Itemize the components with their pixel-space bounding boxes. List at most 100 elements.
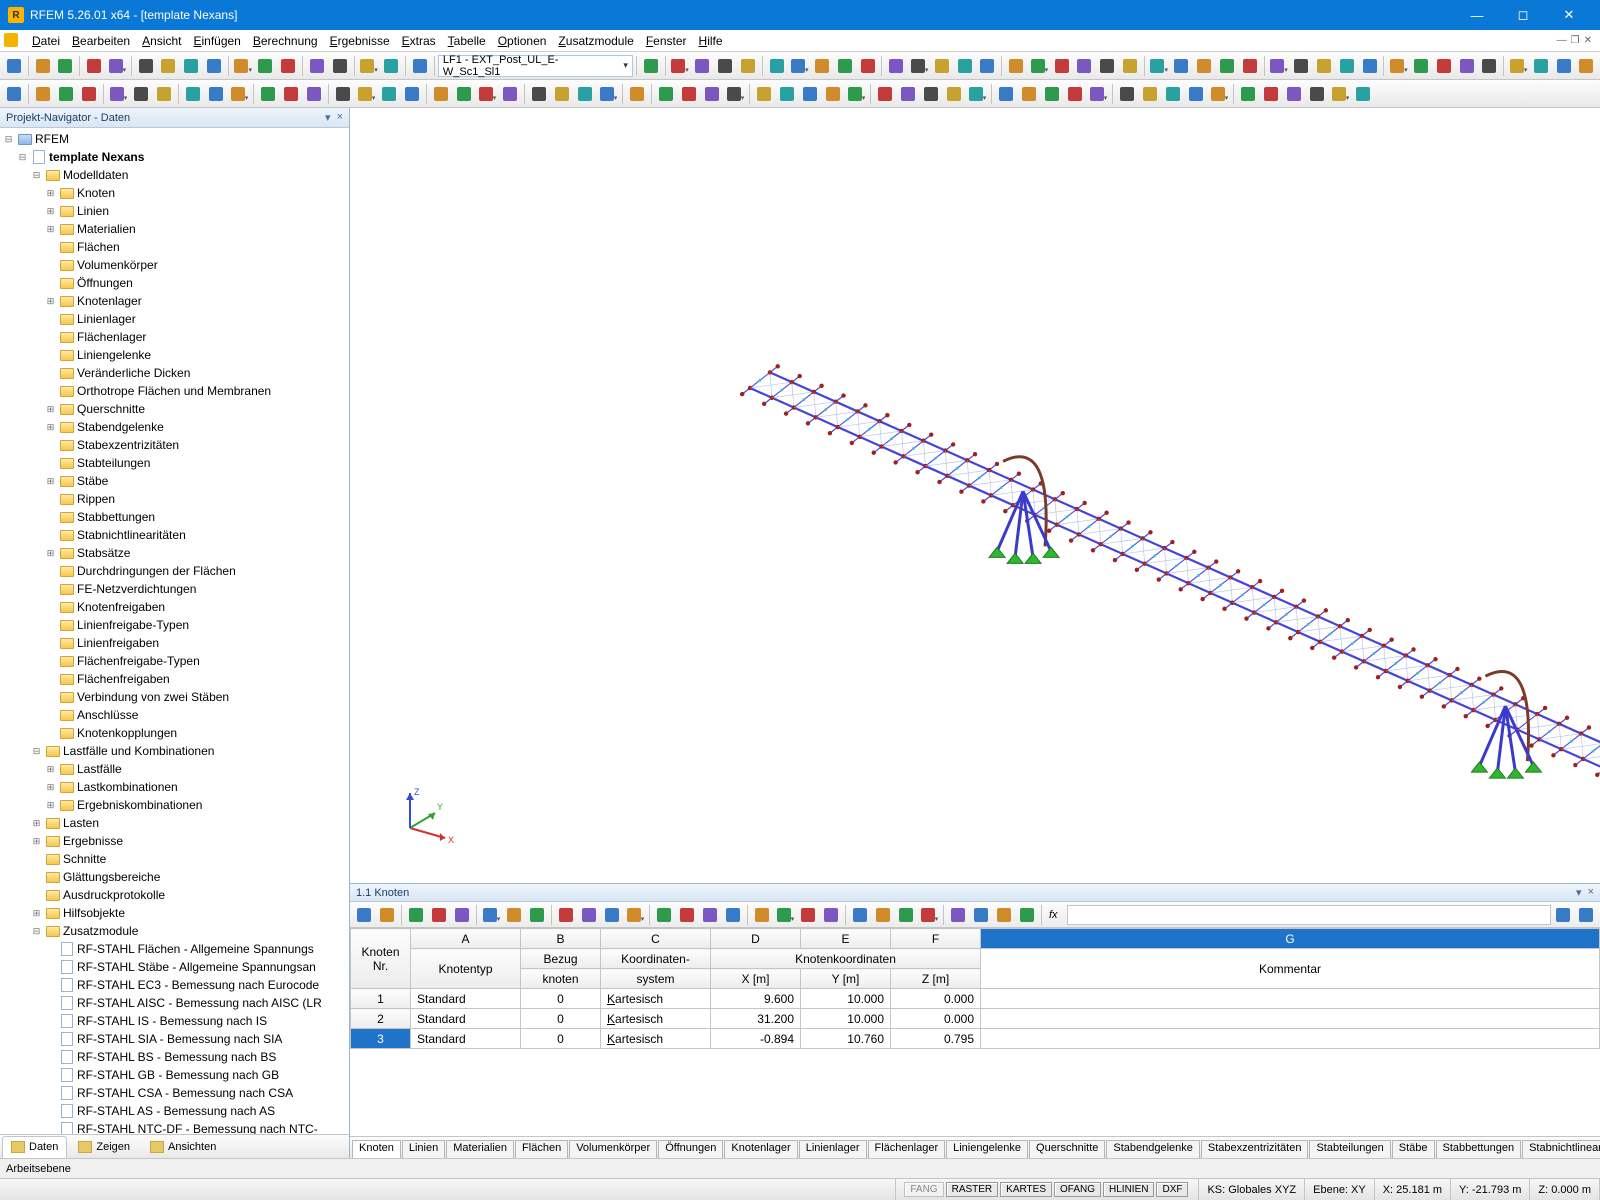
- tree-item[interactable]: RF-STAHL Stäbe - Allgemeine Spannungsan: [44, 958, 349, 976]
- toolbar-button[interactable]: [737, 55, 759, 77]
- toolbar-button[interactable]: [3, 83, 25, 105]
- table-toolbar-button[interactable]: [970, 904, 992, 926]
- toolbar-button[interactable]: [1185, 83, 1207, 105]
- toolbar-button[interactable]: [1553, 55, 1575, 77]
- toolbar-button[interactable]: [885, 55, 907, 77]
- menu-extras[interactable]: Extras: [396, 32, 442, 50]
- toolbar-button[interactable]: [753, 83, 775, 105]
- tree-item[interactable]: Linienfreigaben: [44, 634, 349, 652]
- toolbar-button[interactable]: ▾: [1087, 83, 1109, 105]
- toolbar-button[interactable]: [1041, 83, 1063, 105]
- toolbar-button[interactable]: [691, 55, 713, 77]
- table-toolbar-button[interactable]: [601, 904, 623, 926]
- toolbar-button[interactable]: [78, 83, 100, 105]
- table-toolbar-button[interactable]: [849, 904, 871, 926]
- toolbar-button[interactable]: [409, 55, 431, 77]
- tree-item[interactable]: ⊞Knoten: [44, 184, 349, 202]
- table-toolbar-button[interactable]: [699, 904, 721, 926]
- toolbar-button[interactable]: ▾: [107, 83, 129, 105]
- toolbar-button[interactable]: [1005, 55, 1027, 77]
- toolbar-button[interactable]: [55, 83, 77, 105]
- toolbar-button[interactable]: [811, 55, 833, 77]
- tree-item[interactable]: ⊞Knotenlager: [44, 292, 349, 310]
- table-toolbar-button[interactable]: [376, 904, 398, 926]
- pin-icon[interactable]: ▾: [1576, 886, 1582, 899]
- menu-datei[interactable]: Datei: [26, 32, 66, 50]
- toolbar-button[interactable]: [1410, 55, 1432, 77]
- toolbar-button[interactable]: [1193, 55, 1215, 77]
- tree-item[interactable]: ⊞Lastfälle: [44, 760, 349, 778]
- table-toolbar-button[interactable]: [947, 904, 969, 926]
- tree-item[interactable]: Linienlager: [44, 310, 349, 328]
- toolbar-button[interactable]: [995, 83, 1017, 105]
- toolbar-button[interactable]: ▾: [845, 83, 867, 105]
- toggle-hlinien[interactable]: HLINIEN: [1103, 1182, 1154, 1197]
- tree-item[interactable]: ⊞Hilfsobjekte: [30, 904, 349, 922]
- toolbar-button[interactable]: [1352, 83, 1374, 105]
- sheet-tab[interactable]: Knoten: [352, 1140, 401, 1158]
- table-toolbar-button[interactable]: ▾: [480, 904, 502, 926]
- tree-item[interactable]: RF-STAHL SIA - Bemessung nach SIA: [44, 1030, 349, 1048]
- toolbar-button[interactable]: [329, 55, 351, 77]
- toolbar-button[interactable]: [1171, 55, 1193, 77]
- child-restore-button[interactable]: ❐: [1571, 35, 1580, 46]
- menu-berechnung[interactable]: Berechnung: [247, 32, 324, 50]
- maximize-button[interactable]: ◻: [1500, 0, 1546, 30]
- table-toolbar-button[interactable]: [872, 904, 894, 926]
- toolbar-button[interactable]: [180, 55, 202, 77]
- toolbar-button[interactable]: [1116, 83, 1138, 105]
- toolbar-button[interactable]: [453, 83, 475, 105]
- toolbar-button[interactable]: [83, 55, 105, 77]
- toolbar-button[interactable]: [528, 83, 550, 105]
- toolbar-button[interactable]: ▾: [1507, 55, 1529, 77]
- table-row[interactable]: 2Standard0Kartesisch31.20010.0000.000: [351, 1009, 1600, 1029]
- toolbar-button[interactable]: [380, 55, 402, 77]
- toolbar-button[interactable]: ▾: [966, 83, 988, 105]
- menu-ansicht[interactable]: Ansicht: [136, 32, 187, 50]
- tree-item[interactable]: Knotenfreigaben: [44, 598, 349, 616]
- toolbar-button[interactable]: [626, 83, 648, 105]
- tree-item[interactable]: ⊞Stabsätze: [44, 544, 349, 562]
- tree-item[interactable]: Flächenfreigaben: [44, 670, 349, 688]
- toolbar-button[interactable]: [551, 83, 573, 105]
- tree-item[interactable]: Öffnungen: [44, 274, 349, 292]
- child-close-button[interactable]: ✕: [1584, 35, 1592, 46]
- tree-item[interactable]: Flächen: [44, 238, 349, 256]
- toolbar-button[interactable]: [640, 55, 662, 77]
- tree-item[interactable]: Stabnichtlinearitäten: [44, 526, 349, 544]
- toolbar-button[interactable]: ▾: [232, 55, 254, 77]
- tree-item[interactable]: ⊟template Nexans: [16, 148, 349, 166]
- sheet-tab[interactable]: Stabbettungen: [1436, 1140, 1522, 1158]
- navigator-tree[interactable]: ⊟RFEM⊟template Nexans⊟Modelldaten⊞Knoten…: [0, 128, 349, 1134]
- toolbar-button[interactable]: [931, 55, 953, 77]
- tree-item[interactable]: RF-STAHL GB - Bemessung nach GB: [44, 1066, 349, 1084]
- nav-tab-zeigen[interactable]: Zeigen: [69, 1136, 139, 1158]
- toolbar-button[interactable]: [1119, 55, 1141, 77]
- table-toolbar-button[interactable]: [578, 904, 600, 926]
- tree-item[interactable]: Knotenkopplungen: [44, 724, 349, 742]
- toolbar-button[interactable]: [401, 83, 423, 105]
- tree-item[interactable]: ⊞Lastkombinationen: [44, 778, 349, 796]
- toolbar-button[interactable]: [714, 55, 736, 77]
- sheet-tab[interactable]: Knotenlager: [724, 1140, 797, 1158]
- tree-item[interactable]: RF-STAHL AS - Bemessung nach AS: [44, 1102, 349, 1120]
- sheet-tab[interactable]: Materialien: [446, 1140, 514, 1158]
- tree-item[interactable]: Stabexzentrizitäten: [44, 436, 349, 454]
- tree-item[interactable]: ⊞Lasten: [30, 814, 349, 832]
- toolbar-button[interactable]: ▾: [1208, 83, 1230, 105]
- toolbar-button[interactable]: [834, 55, 856, 77]
- tree-item[interactable]: ⊞Stabendgelenke: [44, 418, 349, 436]
- toolbar-button[interactable]: [1283, 83, 1305, 105]
- sheet-tab[interactable]: Flächenlager: [868, 1140, 946, 1158]
- toolbar-button[interactable]: [766, 55, 788, 77]
- toolbar-button[interactable]: [822, 83, 844, 105]
- toolbar-button[interactable]: [130, 83, 152, 105]
- table-toolbar-button[interactable]: [1575, 904, 1597, 926]
- sheet-tab[interactable]: Stabendgelenke: [1106, 1140, 1200, 1158]
- toolbar-button[interactable]: ▾: [1268, 55, 1290, 77]
- toolbar-button[interactable]: [303, 83, 325, 105]
- table-toolbar-button[interactable]: [751, 904, 773, 926]
- tree-item[interactable]: Glättungsbereiche: [30, 868, 349, 886]
- toolbar-button[interactable]: [1239, 55, 1261, 77]
- toolbar-button[interactable]: [1359, 55, 1381, 77]
